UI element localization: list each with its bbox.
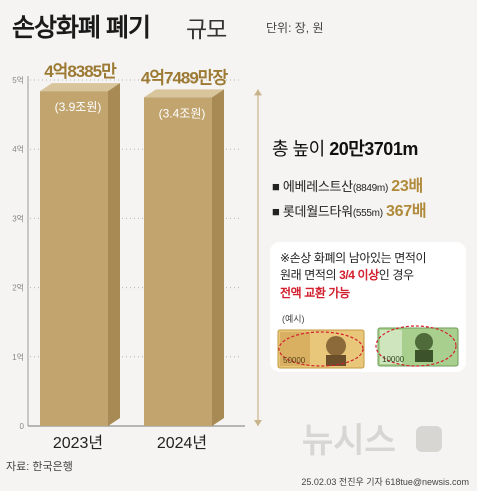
y-tick-label: 2억 <box>12 283 24 293</box>
comparison-name: 에베레스트산 <box>282 179 353 194</box>
y-tick-label: 1억 <box>12 352 24 362</box>
comparison-lotte-tower: ■ 롯데월드타워(555m) 367배 <box>272 197 427 221</box>
note-highlight: 전액 교환 가능 <box>280 286 350 300</box>
y-tick-label: 0 <box>20 422 25 431</box>
x-tick-label: 2024년 <box>157 434 207 452</box>
bullet: ■ <box>272 204 280 219</box>
bar-side <box>108 83 120 427</box>
comparison-multiple: 367배 <box>386 203 427 220</box>
note-line-1: ※손상 화폐의 남아있는 면적이 <box>280 251 427 265</box>
note-line-3: 전액 교환 가능 <box>280 284 350 301</box>
y-tick-label: 5억 <box>12 75 24 85</box>
50000-won-note-icon: 50000 <box>277 329 365 369</box>
unit-label: 단위: 장, 원 <box>266 21 324 35</box>
note-highlight: 3/4 이상 <box>339 268 379 282</box>
bar-side <box>212 89 224 426</box>
bar <box>144 97 212 426</box>
page-title: 손상화폐 폐기 <box>12 14 151 42</box>
bar-top <box>144 89 224 98</box>
logo-text: 뉴시스 <box>302 421 396 458</box>
bar-value-label: 4억8385만 <box>44 62 117 81</box>
bar-top <box>40 83 120 92</box>
comparison-detail: (555m) <box>352 208 383 219</box>
total-height-value: 20만3701m <box>329 139 418 159</box>
comparison-name: 롯데월드타워 <box>282 204 353 219</box>
total-height: 총 높이 20만3701m <box>272 135 418 161</box>
note-line-2: 원래 면적의 3/4 이상인 경우 <box>280 266 414 283</box>
newsis-logo: 뉴시스 <box>302 421 442 458</box>
comparison-everest: ■ 에베레스트산(8849m) 23배 <box>272 172 423 196</box>
source: 자료: 한국은행 <box>6 461 73 473</box>
note-text: 원래 면적의 <box>280 268 337 282</box>
exchange-note-box: ※손상 화폐의 남아있는 면적이 원래 면적의 3/4 이상인 경우 전액 교환… <box>270 242 466 372</box>
note-text: 인 경우 <box>378 268 414 282</box>
bar <box>40 91 108 427</box>
bullet: ■ <box>272 179 280 194</box>
comparison-multiple: 23배 <box>391 178 423 195</box>
example-label: (예시) <box>282 314 305 324</box>
credit: 25.02.03 전진우 기자 618tue@newsis.com <box>301 477 469 487</box>
bar-sub-label: (3.4조원) <box>159 106 206 120</box>
height-arrow-top <box>254 89 262 96</box>
bar-value-label: 4억7489만장 <box>141 68 229 87</box>
10000-won-note-icon: 10000 <box>375 325 459 367</box>
bar-sub-label: (3.9조원) <box>55 100 102 114</box>
y-tick-label: 3억 <box>12 213 24 223</box>
bill-denomination: 10000 <box>382 355 405 364</box>
height-arrow-bottom <box>254 420 262 426</box>
comparison-detail: (8849m) <box>352 183 388 194</box>
page-title-suffix: 규모 <box>186 16 227 42</box>
y-tick-label: 4억 <box>12 144 24 154</box>
total-height-label: 총 높이 <box>272 139 325 159</box>
bill-denomination: 50000 <box>283 356 306 365</box>
x-tick-label: 2023년 <box>53 434 103 452</box>
